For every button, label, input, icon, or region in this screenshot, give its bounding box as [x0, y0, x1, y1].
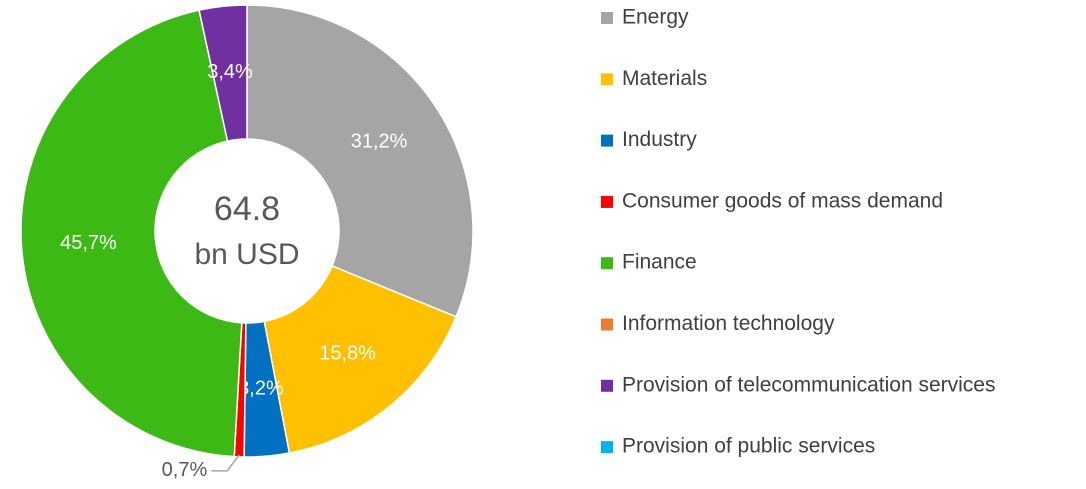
- data-label: 45,7%: [60, 232, 117, 254]
- slice: [246, 4, 474, 318]
- data-label: 3,2%: [238, 378, 284, 400]
- legend-label: Materials: [622, 67, 707, 90]
- legend-label: Consumer goods of mass demand: [622, 189, 943, 212]
- slice: [20, 9, 243, 458]
- data-label: 0,7%: [162, 459, 208, 481]
- legend-swatch: [601, 73, 613, 86]
- legend-swatch: [601, 134, 613, 147]
- legend-label: Industry: [622, 128, 697, 151]
- leader-line: [211, 454, 240, 472]
- legend-swatch: [601, 318, 613, 331]
- legend-label: Energy: [622, 6, 689, 29]
- legend-swatch: [601, 12, 613, 24]
- data-label: 15,8%: [319, 342, 376, 364]
- legend-label: Finance: [622, 251, 697, 274]
- legend-swatch: [601, 379, 613, 392]
- data-label: 3,4%: [207, 61, 253, 83]
- center-unit: bn USD: [194, 238, 299, 271]
- slice: [198, 4, 248, 142]
- legend-swatch: [601, 195, 613, 208]
- legend-label: Provision of public services: [622, 435, 875, 458]
- legend-swatch: [601, 257, 613, 270]
- data-label: 31,2%: [351, 131, 408, 153]
- legend-label: Provision of telecommunication services: [622, 373, 996, 396]
- legend-swatch: [601, 441, 613, 454]
- slice: [263, 264, 458, 454]
- center-value: 64.8: [214, 190, 280, 228]
- legend-label: Information technology: [622, 312, 835, 335]
